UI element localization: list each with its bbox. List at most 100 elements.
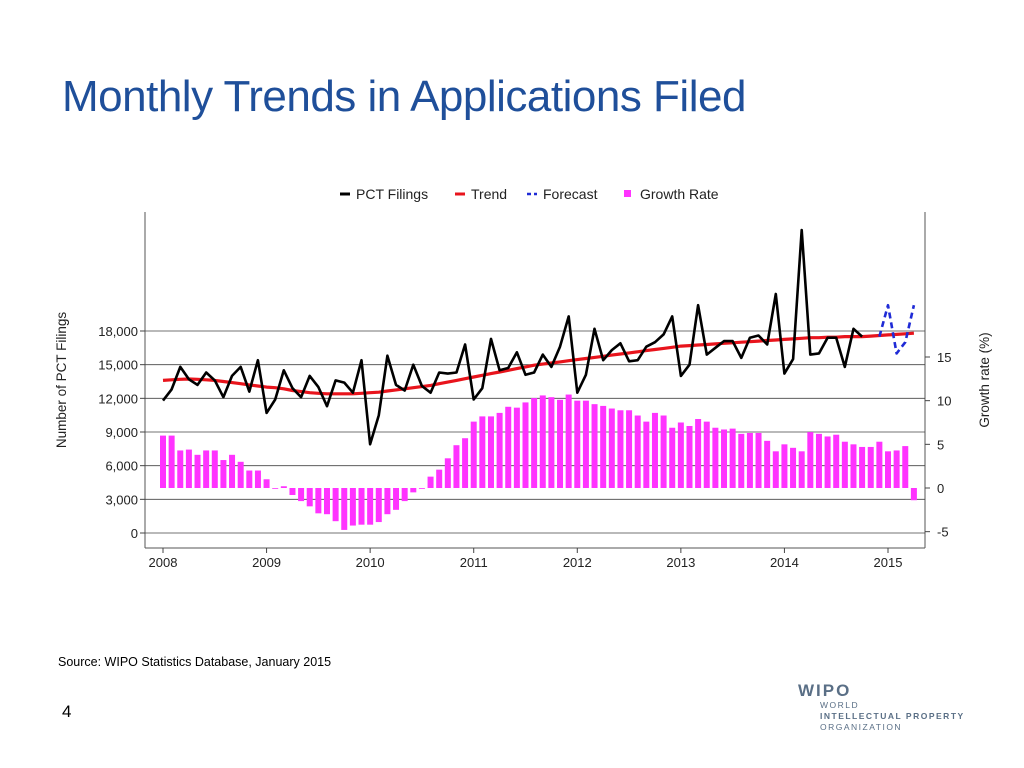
growth-rate-bar xyxy=(548,397,555,488)
growth-rate-bar xyxy=(798,451,805,488)
growth-rate-bar xyxy=(738,433,745,488)
growth-rate-bar xyxy=(824,436,831,488)
y2-tick-label: 10 xyxy=(937,394,951,409)
growth-rate-bar xyxy=(643,421,650,488)
growth-rate-bar xyxy=(522,402,529,488)
growth-rate-bar xyxy=(841,441,848,488)
growth-rate-bar xyxy=(375,488,382,523)
growth-rate-bar xyxy=(289,488,296,495)
growth-rate-bar xyxy=(384,488,391,515)
growth-rate-bar xyxy=(695,419,702,488)
growth-rate-bar xyxy=(574,400,581,488)
y2-tick-label: 15 xyxy=(937,350,951,365)
growth-rate-bar xyxy=(764,440,771,488)
growth-rate-bar xyxy=(746,432,753,488)
x-tick-label: 2014 xyxy=(770,555,799,570)
growth-rate-bar xyxy=(815,433,822,488)
logo-line-3: ORGANIZATION xyxy=(820,722,903,732)
x-tick-label: 2011 xyxy=(460,555,488,570)
growth-rate-bar xyxy=(859,446,866,488)
growth-rate-bar xyxy=(677,422,684,488)
growth-rate-bar xyxy=(436,469,443,488)
growth-rate-bar xyxy=(453,445,460,488)
growth-rate-bar xyxy=(298,488,305,502)
growth-rate-bar xyxy=(557,399,564,488)
legend-label: Growth Rate xyxy=(640,186,719,202)
growth-rate-bar xyxy=(487,416,494,488)
y2-tick-label: 0 xyxy=(937,481,944,496)
growth-rate-bar xyxy=(669,427,676,488)
x-tick-label: 2010 xyxy=(356,555,385,570)
logo-mark: WIPO xyxy=(798,681,852,700)
growth-rate-bar xyxy=(177,450,184,488)
growth-rate-bar xyxy=(220,460,227,488)
growth-rate-bar xyxy=(565,394,572,488)
growth-rate-bar xyxy=(306,488,313,507)
growth-rate-bar xyxy=(332,488,339,522)
growth-rate-bar xyxy=(686,425,693,488)
y2-tick-label: -5 xyxy=(937,525,949,540)
growth-rate-bar xyxy=(254,470,261,488)
growth-rate-bar xyxy=(910,488,917,501)
y-tick-label: 3,000 xyxy=(105,492,138,507)
growth-rate-bar xyxy=(582,400,589,488)
growth-rate-bar xyxy=(444,458,451,488)
growth-rate-bar xyxy=(729,428,736,488)
growth-rate-bar xyxy=(160,435,166,488)
growth-rate-bar xyxy=(634,415,641,488)
growth-rate-bar xyxy=(237,461,244,488)
growth-rate-bar xyxy=(850,444,857,488)
growth-rate-bar xyxy=(367,488,374,525)
series-lines xyxy=(161,228,916,446)
growth-rate-bar xyxy=(349,488,356,526)
forecast-line xyxy=(878,303,916,355)
growth-rate-bar xyxy=(263,479,270,488)
growth-rate-bar xyxy=(755,432,762,488)
growth-rate-bar xyxy=(608,408,615,488)
growth-rate-bar xyxy=(168,435,175,488)
growth-rate-bar xyxy=(185,449,192,488)
logo-line-1: WORLD xyxy=(820,700,860,710)
legend-label: Trend xyxy=(471,186,507,202)
y-tick-label: 6,000 xyxy=(105,459,138,474)
growth-rate-bar xyxy=(617,410,624,488)
growth-rate-bar xyxy=(393,488,400,510)
growth-rate-bar xyxy=(203,450,210,488)
growth-rate-bar xyxy=(885,451,891,488)
growth-rate-bar xyxy=(902,446,909,488)
growth-rate-bar xyxy=(703,421,710,488)
growth-rate-bar xyxy=(781,444,788,488)
growth-rate-bar xyxy=(246,470,253,488)
y-axis-label: Number of PCT Filings xyxy=(54,312,69,449)
growth-rate-bar xyxy=(272,488,279,489)
growth-rate-bar xyxy=(876,441,883,488)
y-tick-label: 18,000 xyxy=(98,324,138,339)
growth-rate-bar xyxy=(505,406,512,488)
slide-title: Monthly Trends in Applications Filed xyxy=(62,72,746,121)
growth-rate-bar xyxy=(513,407,520,488)
chart-axes: 0 3,000 6,000 9,000 12,000 15,000 18,000 -5 0 5 10… xyxy=(54,212,992,570)
growth-rate-bar xyxy=(531,398,538,488)
chart-legend: PCT Filings Trend Forecast Growth Rate xyxy=(340,186,719,202)
y-tick-label: 15,000 xyxy=(98,358,138,373)
growth-rate-bar xyxy=(660,415,667,488)
legend-label: Forecast xyxy=(543,186,598,202)
growth-rate-bar xyxy=(427,476,434,488)
x-tick-label: 2008 xyxy=(149,555,178,570)
growth-rate-bar xyxy=(315,488,322,514)
y2-tick-label: 5 xyxy=(937,437,944,452)
growth-rate-bar xyxy=(323,488,330,515)
growth-rate-bar xyxy=(418,488,425,489)
growth-rate-bar xyxy=(462,438,469,488)
page-number: 4 xyxy=(62,702,72,721)
growth-rate-bar xyxy=(721,429,728,488)
growth-rate-bar xyxy=(626,410,633,488)
growth-rate-bar xyxy=(496,412,503,488)
growth-rate-bar xyxy=(591,404,598,488)
growth-rate-bar xyxy=(651,412,658,488)
x-tick-label: 2012 xyxy=(563,555,592,570)
growth-rate-bar xyxy=(401,488,408,502)
wipo-logo: WIPO WORLD INTELLECTUAL PROPERTY ORGANIZ… xyxy=(798,682,965,733)
growth-rate-bar xyxy=(341,488,348,530)
growth-rate-bar xyxy=(470,421,477,488)
